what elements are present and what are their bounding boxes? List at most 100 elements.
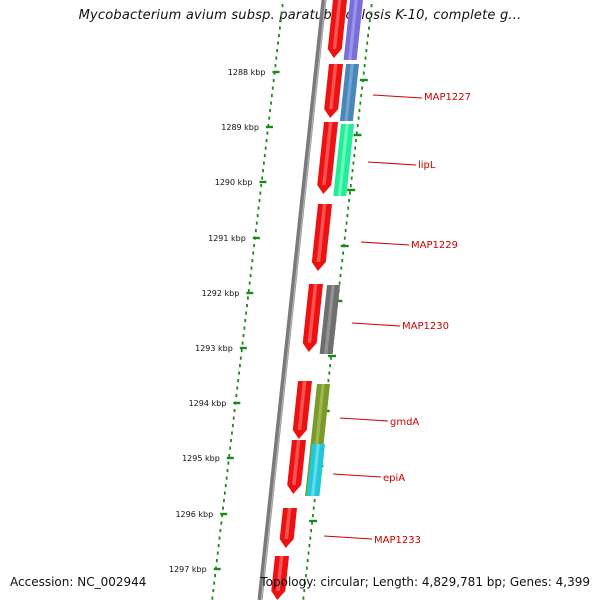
tick-label: 1297 kbp (169, 565, 207, 574)
dotted-guide-left (249, 274, 252, 278)
tick-mark (220, 512, 228, 516)
gene-leader-map1229 (360, 241, 410, 246)
tick-mark-right (309, 519, 318, 523)
dotted-guide-left (222, 506, 224, 510)
dotted-guide-left (223, 499, 225, 503)
dotted-guide-left (278, 26, 281, 30)
dotted-guide-right (346, 214, 349, 218)
dotted-guide-left (271, 86, 274, 90)
dotted-guide-left (247, 289, 250, 293)
dotted-guide-left (261, 176, 264, 180)
cog-block-highlight (348, 0, 358, 60)
dotted-guide-right (303, 589, 306, 593)
gene-leader-map1227 (372, 94, 423, 99)
dotted-guide-left (267, 124, 270, 128)
dotted-guide-right (312, 506, 315, 510)
dotted-guide-left (270, 101, 272, 105)
dotted-guide-left (247, 296, 249, 300)
dotted-guide-left (263, 154, 266, 158)
dotted-guide-left (238, 371, 240, 375)
dotted-guide-left (258, 199, 261, 203)
dotted-guide-right (368, 26, 370, 30)
gene-label-gmda: gmdA (390, 417, 419, 428)
dotted-guide-left (219, 529, 222, 533)
dotted-guide-right (367, 34, 369, 38)
dotted-guide-right (304, 581, 307, 585)
tick-mark-right (334, 299, 343, 303)
dotted-guide-right (340, 266, 343, 270)
dotted-guide-left (226, 469, 229, 473)
cog-block-highlight (324, 285, 335, 354)
dotted-guide-right (313, 499, 316, 503)
gene-features (271, 0, 347, 600)
dotted-guide-left (214, 574, 216, 578)
dotted-guide-left (218, 536, 221, 540)
dotted-guide-left (239, 356, 242, 360)
dotted-guide-right (356, 124, 359, 128)
dotted-guide-right (342, 251, 344, 255)
dotted-guide-right (370, 4, 373, 8)
dotted-guide-left (276, 49, 279, 53)
dotted-guide-left (213, 581, 216, 585)
dotted-guide-left (231, 431, 233, 435)
dotted-guide-left (266, 131, 269, 135)
dotted-guide-right (343, 236, 346, 240)
tick-mark (226, 456, 234, 460)
dotted-guide-right (306, 559, 309, 563)
tick-mark (272, 70, 280, 74)
gene-arrow-highlight (297, 381, 307, 430)
gene-label-map1227: MAP1227 (424, 92, 471, 103)
gene-leader-epia (332, 473, 382, 478)
dotted-guide-right (352, 161, 355, 165)
dotted-guide-right (344, 229, 347, 233)
dotted-guide-left (221, 514, 224, 518)
gene-arrow-highlight (276, 556, 284, 591)
dotted-guide-left (232, 416, 235, 420)
dotted-guide-left (255, 221, 258, 225)
dotted-guide-left (230, 439, 232, 443)
dotted-guide-left (228, 454, 231, 458)
tick-mark (239, 346, 247, 350)
dotted-guide-left (239, 364, 241, 368)
dotted-guide-left (240, 349, 243, 353)
dotted-guide-right (351, 169, 354, 173)
tick-label: 1288 kbp (228, 68, 266, 77)
gene-label-epia: epiA (383, 473, 405, 484)
tick-mark-right (353, 133, 362, 137)
dotted-guide-right (354, 146, 357, 150)
gene-leader-gmda (339, 417, 389, 422)
tick-label: 1290 kbp (215, 178, 253, 187)
gene-arrow-highlight (307, 284, 318, 343)
tick-mark (265, 125, 273, 129)
dotted-guide-right (353, 154, 356, 158)
dotted-guide-left (246, 304, 248, 308)
dotted-guide-right (302, 596, 305, 600)
dotted-guide-right (361, 86, 363, 90)
dotted-guide-right (368, 19, 371, 23)
dotted-guide-left (233, 409, 236, 413)
dotted-guide-right (364, 56, 367, 60)
tick-mark-right (328, 354, 337, 358)
dotted-guide-left (241, 341, 244, 345)
dotted-guide-left (252, 251, 255, 255)
tick-mark-right (340, 244, 349, 248)
gene-leader-lipl (367, 161, 417, 166)
tick-label: 1293 kbp (195, 344, 233, 353)
dotted-guide-right (369, 11, 372, 15)
dotted-guide-left (268, 116, 271, 120)
dotted-guide-right (362, 71, 365, 75)
gene-label-map1233: MAP1233 (374, 535, 421, 546)
dotted-guide-left (265, 139, 268, 143)
cog-block-highlight (337, 124, 349, 196)
dotted-guide-right (347, 206, 350, 210)
dotted-guide-right (305, 574, 307, 578)
dotted-guide-left (260, 184, 263, 188)
dotted-guide-right (311, 521, 313, 525)
dotted-guide-right (349, 184, 352, 188)
tick-mark (252, 236, 260, 240)
gene-arrow-highlight (316, 204, 327, 262)
gene-label-map1229: MAP1229 (411, 240, 458, 251)
cog-block-highlight (311, 444, 320, 496)
dotted-guide-right (355, 139, 357, 143)
tick-mark (259, 180, 267, 184)
